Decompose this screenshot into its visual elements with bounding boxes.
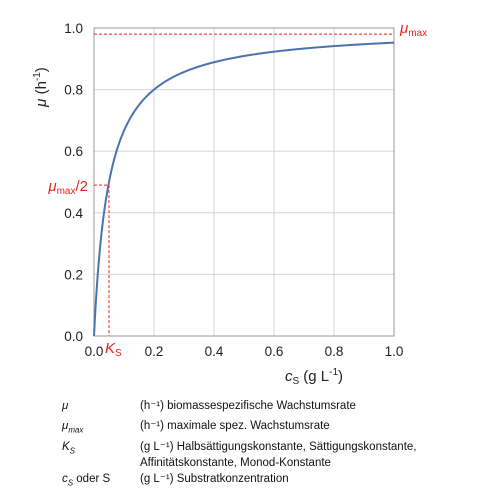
legend-row-cs: cS oder S (g L⁻¹) Substratkonzentration [62, 471, 482, 491]
symbol-legend: μ (h⁻¹) biomassespezifische Wachstumsrat… [62, 398, 482, 491]
y-axis-label: μ (h-1) [32, 67, 50, 108]
legend-symbol: KS [62, 440, 76, 455]
tick-labels: 0.0 0.2 0.4 0.6 0.8 1.0 0.0 0.2 0.4 0.6 0.8 1.0 [64, 21, 403, 359]
y-tick-label: 0.0 [64, 329, 83, 344]
legend-description: (g L⁻¹) Halbsättigungskonstante, Sättigu… [140, 440, 417, 469]
legend-description: (h⁻¹) biomassespezifische Wachstumsrate [140, 400, 356, 412]
y-tick-label: 0.2 [64, 267, 83, 282]
annotations: μmax μmax/2 KS [47, 20, 427, 359]
legend-row-mu: μ (h⁻¹) biomassespezifische Wachstumsrat… [62, 398, 482, 418]
x-tick-label: 0.0 [85, 344, 104, 359]
plot-frame [93, 27, 395, 337]
y-tick-label: 1.0 [64, 21, 83, 36]
half-mu-max-label: μmax/2 [47, 178, 88, 197]
monod-chart: 0.0 0.2 0.4 0.6 0.8 1.0 0.0 0.2 0.4 0.6 0.8 1.0 μma… [32, 20, 427, 387]
legend-description: (h⁻¹) maximale spez. Wachstumsrate [140, 420, 330, 433]
y-tick-label: 0.4 [64, 206, 83, 221]
monod-curve [93, 41, 395, 337]
legend-row-mu-max: μmax (h⁻¹) maximale spez. Wachstumsrate [62, 418, 482, 438]
x-tick-label: 0.6 [265, 344, 284, 359]
legend-symbol: μmax [62, 420, 84, 435]
x-tick-label: 1.0 [385, 344, 404, 359]
x-tick-label: 0.2 [145, 344, 164, 359]
grid [93, 27, 395, 337]
y-tick-label: 0.6 [64, 144, 83, 159]
mu-max-label: μmax [399, 20, 427, 39]
x-tick-label: 0.8 [325, 344, 344, 359]
x-axis-label: cS (g L-1) [285, 367, 343, 387]
y-tick-label: 0.8 [64, 83, 83, 98]
legend-row-ks: KS (g L⁻¹) Halbsättigungskonstante, Sätt… [62, 439, 482, 471]
ks-label: KS [105, 340, 122, 359]
legend-symbol: cS oder S [62, 472, 111, 487]
x-tick-label: 0.4 [205, 344, 224, 359]
legend-description: (g L⁻¹) Substratkonzentration [140, 472, 289, 485]
legend-symbol: μ [62, 400, 69, 412]
